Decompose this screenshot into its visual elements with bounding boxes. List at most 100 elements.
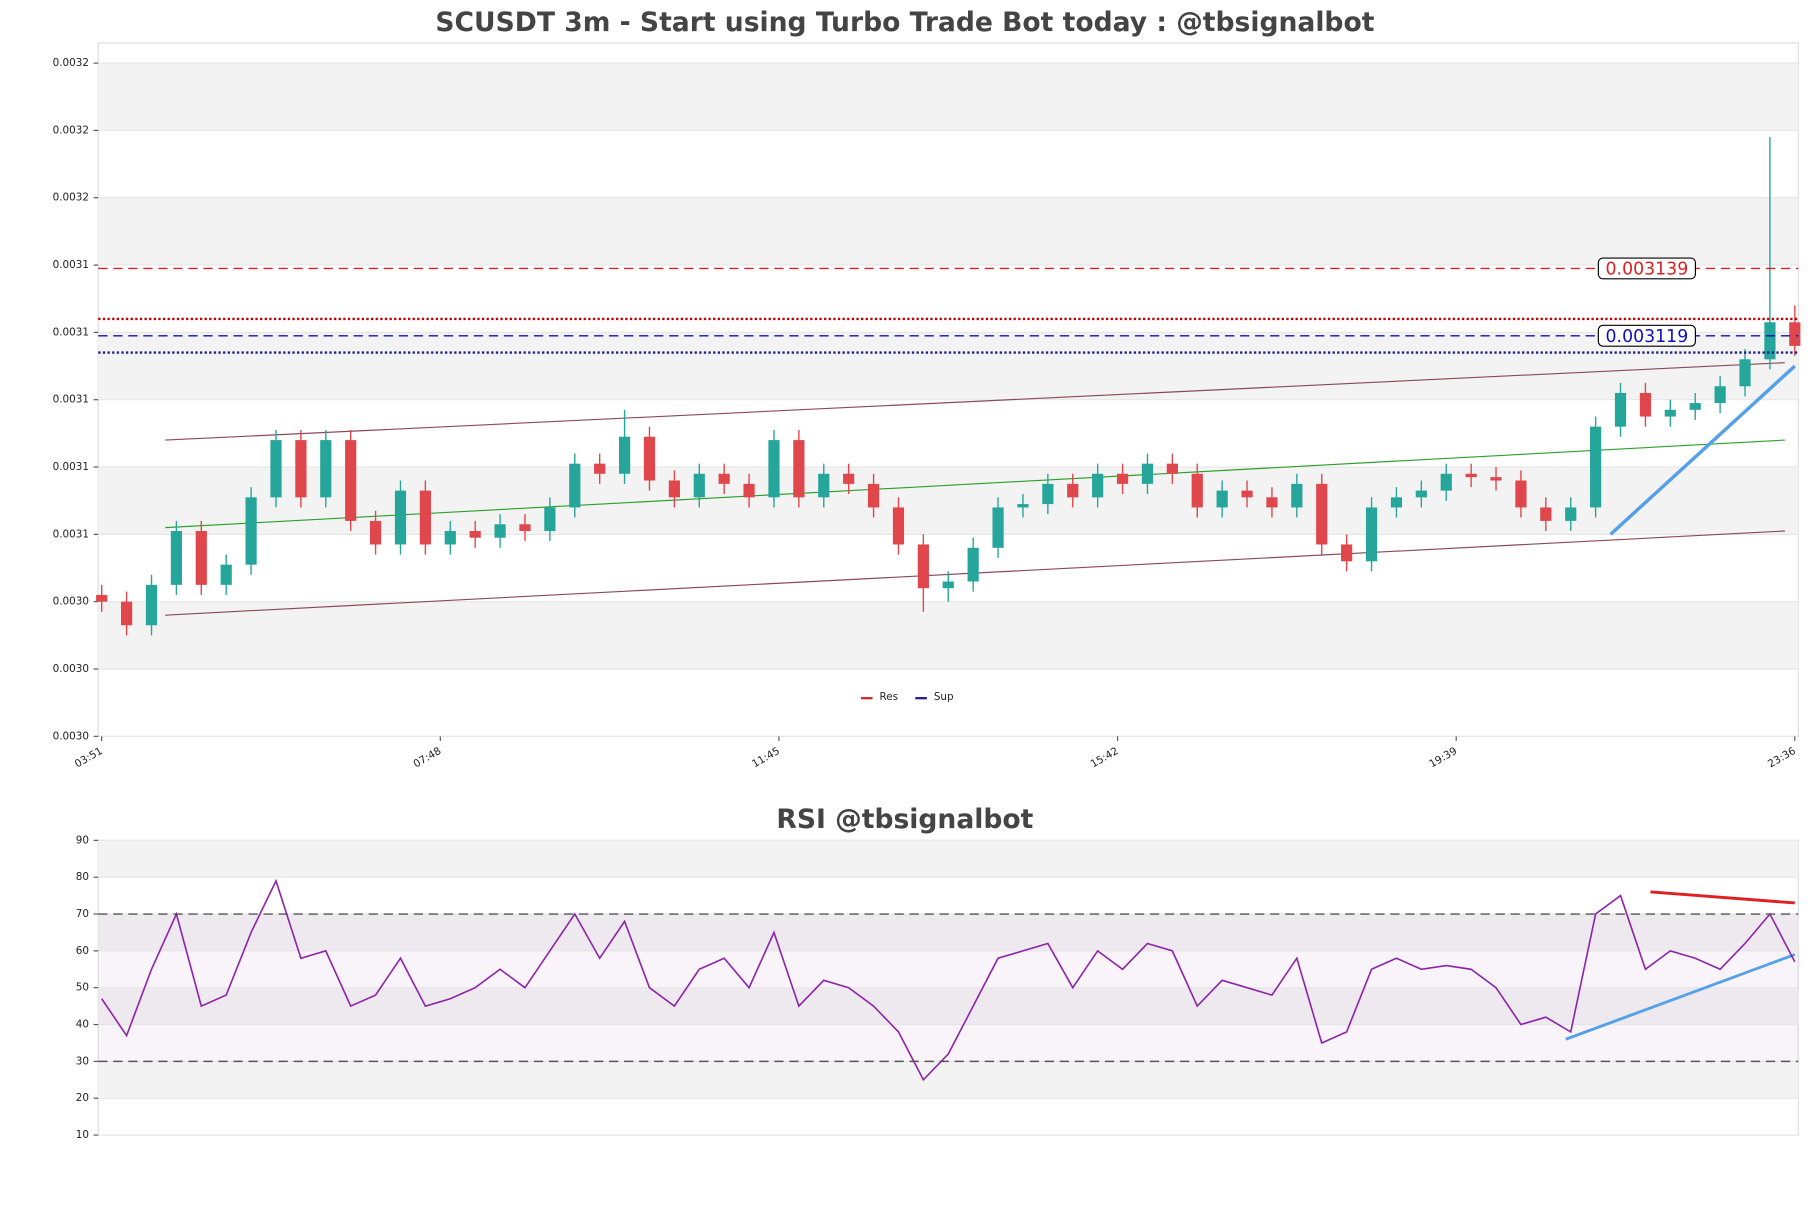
candle-body	[469, 530, 481, 538]
trend-line	[1609, 364, 1796, 536]
candle-body	[1017, 504, 1029, 508]
candle-body	[444, 530, 456, 545]
candle-body	[618, 436, 631, 474]
candle-body	[743, 483, 755, 498]
level-label-box	[1597, 257, 1697, 280]
level-label: 0.003139	[1606, 260, 1689, 280]
level-label-box	[1597, 324, 1697, 347]
candle-body	[992, 507, 1004, 548]
band	[98, 1061, 1799, 1099]
y-tick-label: 0.0031	[53, 528, 89, 540]
candle-body	[867, 483, 880, 508]
candle-body	[544, 507, 556, 531]
candle-body	[693, 473, 705, 498]
candle-body	[270, 440, 282, 498]
candle-body	[145, 584, 158, 626]
trend-line	[1650, 890, 1795, 905]
band	[98, 601, 1799, 670]
band	[98, 63, 1799, 131]
y-tick-label: 20	[76, 1092, 89, 1104]
candle-body	[967, 547, 979, 582]
candle-body	[1316, 483, 1328, 545]
band	[98, 914, 1799, 951]
y-tick-label: 90	[76, 834, 89, 846]
y-tick-label: 60	[76, 945, 89, 957]
candle-body	[369, 520, 382, 545]
y-tick-label: 70	[76, 908, 89, 920]
candle-body	[1092, 473, 1104, 498]
y-tick-label: 0.0032	[53, 124, 89, 136]
y-tick-label: 10	[76, 1129, 89, 1141]
y-tick-label: 0.0031	[53, 326, 89, 338]
band	[98, 987, 1799, 1025]
candle-body	[1141, 463, 1154, 484]
candle-body	[1664, 409, 1676, 417]
candle-body	[1440, 473, 1452, 491]
candle-body	[120, 601, 133, 626]
legend-label: Sup	[934, 691, 954, 703]
candle-body	[1191, 473, 1203, 508]
candle-body	[96, 594, 108, 602]
candle-body	[1490, 477, 1502, 481]
candle-body	[170, 530, 183, 585]
x-tick-label: 23:36	[1766, 745, 1798, 770]
candle-body	[1739, 359, 1751, 387]
candle-body	[892, 507, 905, 545]
band	[98, 197, 1799, 266]
candle-body	[1390, 497, 1403, 508]
rsi-line	[101, 878, 1796, 1082]
candle-body	[220, 564, 232, 585]
candle-body	[594, 463, 606, 474]
candle-body	[245, 497, 257, 565]
candle-body	[1166, 463, 1178, 474]
candle-body	[1341, 544, 1353, 562]
y-tick-label: 30	[76, 1055, 89, 1067]
candle-body	[718, 473, 730, 484]
candle-body	[394, 490, 407, 545]
candle-body	[1689, 403, 1701, 410]
candle-body	[1291, 483, 1303, 508]
y-tick-label: 0.0030	[53, 596, 89, 608]
candle-body	[1764, 322, 1776, 360]
band	[98, 467, 1799, 535]
y-tick-label: 0.0031	[53, 394, 89, 406]
candle-body	[320, 440, 332, 498]
y-tick-label: 40	[76, 1019, 89, 1031]
candle-body	[519, 524, 531, 531]
candle-body	[793, 440, 805, 498]
band	[98, 840, 1799, 878]
candle-body	[643, 436, 656, 481]
candle-body	[195, 530, 207, 585]
y-tick-label: 0.0030	[53, 730, 89, 742]
candle-body	[1241, 490, 1253, 498]
candle-body	[1590, 426, 1602, 508]
candle-body	[1639, 392, 1652, 417]
level-label: 0.003119	[1606, 327, 1689, 347]
x-tick-label: 03:51	[73, 745, 105, 770]
y-tick-label: 0.0030	[53, 663, 89, 675]
candle-body	[1614, 392, 1627, 427]
candle-body	[1415, 490, 1427, 498]
band	[98, 332, 1799, 400]
candle-body	[419, 490, 431, 545]
candle-body	[1067, 483, 1079, 498]
y-tick-label: 0.0031	[53, 259, 89, 271]
y-tick-label: 0.0031	[53, 461, 89, 473]
candle-body	[569, 463, 581, 508]
candle-body	[1216, 490, 1228, 508]
candle-body	[1365, 507, 1378, 562]
candle-body	[1465, 473, 1477, 478]
x-tick-label: 19:39	[1427, 745, 1459, 770]
legend-label: Res	[879, 691, 898, 703]
candle-body	[1540, 507, 1552, 521]
candle-body	[1714, 386, 1726, 404]
trend-line	[1565, 953, 1796, 1041]
candle-body	[345, 440, 357, 521]
candle-body	[1565, 507, 1577, 521]
rsi-title: RSI @tbsignalbot	[776, 804, 1033, 835]
candle-body	[1042, 483, 1054, 505]
y-tick-label: 0.0032	[53, 57, 89, 69]
candle-body	[818, 473, 830, 498]
